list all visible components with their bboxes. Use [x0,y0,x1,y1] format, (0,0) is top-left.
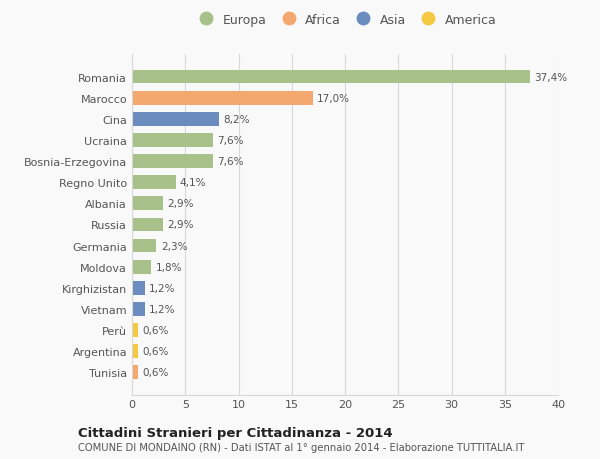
Legend: Europa, Africa, Asia, America: Europa, Africa, Asia, America [194,14,496,27]
Bar [132,345,139,358]
Bar [132,366,139,379]
Text: 17,0%: 17,0% [317,94,350,103]
Text: Cittadini Stranieri per Cittadinanza - 2014: Cittadini Stranieri per Cittadinanza - 2… [78,426,392,439]
Bar [132,134,213,147]
Bar [132,324,139,337]
Bar [132,112,220,126]
Text: 1,2%: 1,2% [149,283,176,293]
Text: 1,2%: 1,2% [149,304,176,314]
Bar [132,197,163,211]
Text: 0,6%: 0,6% [143,368,169,377]
Bar [132,260,151,274]
Text: 4,1%: 4,1% [180,178,206,188]
Bar [132,155,213,168]
Text: 37,4%: 37,4% [535,73,568,82]
Bar [132,281,145,295]
Bar [132,239,157,253]
Bar [132,302,145,316]
Text: 7,6%: 7,6% [217,157,244,167]
Text: COMUNE DI MONDAINO (RN) - Dati ISTAT al 1° gennaio 2014 - Elaborazione TUTTITALI: COMUNE DI MONDAINO (RN) - Dati ISTAT al … [78,442,524,453]
Text: 1,8%: 1,8% [155,262,182,272]
Text: 0,6%: 0,6% [143,347,169,356]
Text: 0,6%: 0,6% [143,325,169,335]
Bar [132,176,176,190]
Text: 2,3%: 2,3% [161,241,187,251]
Text: 2,9%: 2,9% [167,199,194,209]
Text: 2,9%: 2,9% [167,220,194,230]
Bar [132,218,163,232]
Text: 7,6%: 7,6% [217,135,244,146]
Text: 8,2%: 8,2% [224,115,250,124]
Bar [132,92,313,105]
Bar [132,71,530,84]
